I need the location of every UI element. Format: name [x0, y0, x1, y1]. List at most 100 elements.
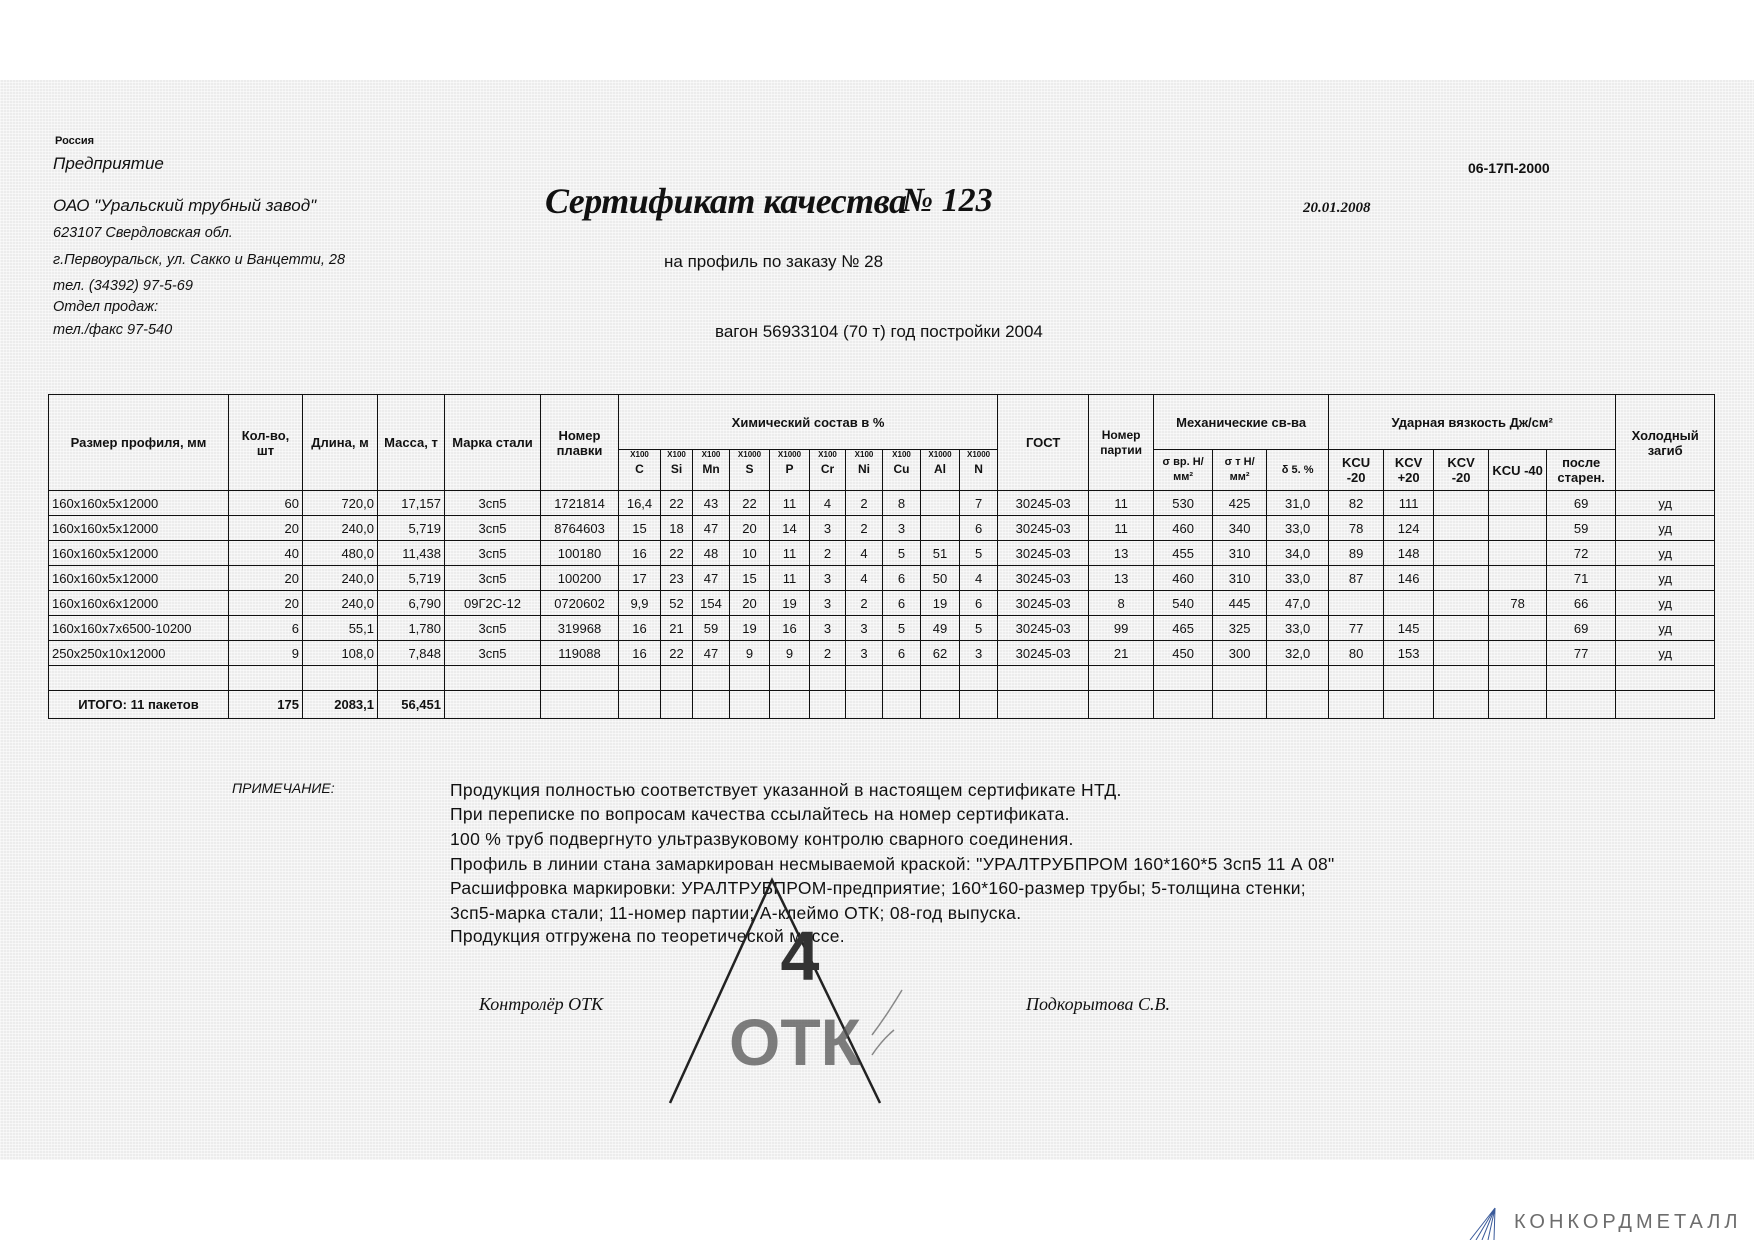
mech-col: σ вр. Н/мм²	[1153, 449, 1214, 491]
table-cell: 148	[1383, 540, 1435, 566]
table-cell	[845, 690, 883, 719]
total-qty: 175	[228, 690, 303, 719]
table-cell: 8	[1088, 590, 1155, 616]
document-title: Сертификат качества	[545, 181, 907, 221]
table-cell	[228, 665, 303, 691]
table-cell: 6	[228, 615, 303, 641]
country: Россия	[55, 135, 95, 147]
table-cell: 3	[809, 590, 846, 616]
table-cell: 5	[958, 540, 999, 566]
table-cell: 11	[769, 540, 810, 566]
table-cell: 22	[660, 540, 693, 566]
table-cell: 5	[882, 615, 921, 641]
mech-col: δ 5. %	[1266, 449, 1330, 491]
table-cell	[618, 690, 661, 719]
table-cell: 22	[660, 490, 693, 516]
table-cell: 154	[692, 590, 730, 616]
table-cell	[1433, 615, 1490, 641]
table-cell	[618, 665, 661, 691]
table-cell: 6	[958, 515, 999, 541]
table-cell: 16	[769, 615, 810, 641]
notes-heading: ПРИМЕЧАНИЕ:	[232, 780, 335, 796]
document-code: 06-17П-2000	[1468, 160, 1550, 176]
table-cell: 240,0	[302, 565, 378, 591]
chem-element: S	[745, 462, 754, 476]
header-chem: Химический состав в %	[617, 394, 999, 450]
table-cell	[1488, 640, 1548, 666]
order-line: на профиль по заказу № 28	[664, 252, 884, 271]
table-cell: 11	[1088, 490, 1155, 516]
impact-col: KCU -20	[1328, 449, 1385, 491]
table-cell: 16	[618, 540, 661, 566]
table-cell: 160x160x5x12000	[48, 515, 229, 541]
table-cell: 2	[809, 540, 846, 566]
table-cell: 69	[1546, 615, 1617, 641]
table-cell: 3	[845, 615, 883, 641]
logo: КОНКОРДМЕТАЛЛ	[1460, 1205, 1754, 1240]
table-cell	[1433, 640, 1490, 666]
table-cell: 146	[1383, 565, 1435, 591]
table-cell: 30245-03	[997, 490, 1090, 516]
chem-col-si: X100 Si	[660, 449, 693, 491]
table-cell: 6	[882, 640, 921, 666]
table-cell	[1328, 690, 1385, 719]
table-cell: 11	[1088, 515, 1155, 541]
enterprise-label: Предприятие	[53, 154, 164, 173]
table-cell	[1088, 690, 1155, 719]
table-row: 160x160x5x12000 20 240,0 5,719 3сп5 8764603 15…	[48, 515, 1716, 541]
table-cell: 9	[729, 640, 770, 666]
chem-multiplier: X100	[854, 450, 874, 460]
table-cell	[1488, 665, 1548, 691]
table-cell	[882, 690, 921, 719]
table-cell: 4	[845, 565, 883, 591]
table-cell: 325	[1212, 615, 1268, 641]
chem-multiplier: X1000	[966, 450, 991, 460]
table-cell	[1546, 690, 1617, 719]
table-cell	[1433, 515, 1490, 541]
header-size: Размер профиля, мм	[48, 394, 229, 491]
table-cell	[1088, 665, 1155, 691]
logo-mark-icon	[1469, 1207, 1496, 1240]
signatory-name: Подкорытова С.В.	[1026, 994, 1170, 1014]
chem-multiplier: X1000	[737, 450, 762, 460]
header-heat: Номер плавки	[540, 394, 619, 491]
table-cell: 19	[920, 590, 960, 616]
table-cell: 15	[618, 515, 661, 541]
table-cell: 310	[1212, 540, 1268, 566]
table-cell: 240,0	[302, 515, 378, 541]
table-cell: 71	[1546, 565, 1617, 591]
impact-col: KCU -40	[1488, 449, 1548, 491]
table-cell: 60	[228, 490, 303, 516]
table-cell	[444, 665, 541, 691]
impact-col: KCV -20	[1433, 449, 1490, 491]
total-mass: 56,451	[377, 690, 445, 719]
table-cell: 455	[1153, 540, 1214, 566]
table-cell	[1615, 690, 1716, 719]
note-line: Профиль в линии стана замаркирован несмы…	[450, 854, 1335, 874]
table-cell: 6	[882, 565, 921, 591]
chem-col-mn: X100 Mn	[692, 449, 730, 491]
table-cell: 59	[692, 615, 730, 641]
table-cell: 5	[882, 540, 921, 566]
table-cell: 425	[1212, 490, 1268, 516]
otk-stamp: 4 ОТК	[668, 877, 903, 1104]
table-cell: 20	[729, 590, 770, 616]
table-cell	[958, 665, 999, 691]
empty-row	[48, 665, 1716, 691]
chem-element: C	[635, 462, 644, 476]
table-cell: 160x160x7x6500-10200	[48, 615, 229, 641]
table-cell: 17	[618, 565, 661, 591]
table-cell	[809, 690, 846, 719]
table-cell: 2	[845, 590, 883, 616]
table-cell	[1433, 540, 1490, 566]
table-cell: 3сп5	[444, 515, 541, 541]
table-cell: 47	[692, 640, 730, 666]
table-cell	[920, 490, 960, 516]
table-cell	[540, 665, 619, 691]
table-cell: 124	[1383, 515, 1435, 541]
table-cell: 40	[228, 540, 303, 566]
table-cell: 20	[228, 515, 303, 541]
table-row: 250x250x10x12000 9 108,0 7,848 3сп5 119088 16 2…	[48, 640, 1716, 666]
table-row: 160x160x5x12000 40 480,0 11,438 3сп5 100180 16…	[48, 540, 1716, 566]
table-cell	[769, 690, 810, 719]
